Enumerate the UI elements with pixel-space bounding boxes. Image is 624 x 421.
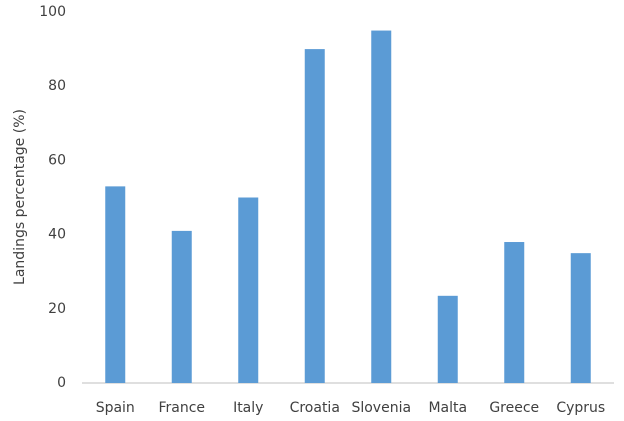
y-tick-label: 20: [48, 301, 66, 317]
x-tick-label: Slovenia: [351, 400, 411, 416]
y-tick-label: 80: [48, 78, 66, 94]
x-tick-label: France: [158, 400, 205, 416]
bar: [238, 197, 259, 383]
x-tick-label: Greece: [489, 400, 539, 416]
bar: [105, 186, 126, 383]
y-tick-label: 40: [48, 227, 66, 243]
bar: [437, 295, 458, 383]
x-tick-label: Croatia: [290, 400, 340, 416]
x-tick-label: Spain: [96, 400, 135, 416]
bar: [304, 49, 325, 383]
bar: [171, 230, 192, 383]
y-tick-label: 60: [48, 152, 66, 168]
bar: [504, 242, 525, 383]
bar: [570, 253, 591, 383]
x-tick-label: Cyprus: [556, 400, 605, 416]
x-tick-label: Malta: [428, 400, 467, 416]
y-tick-label: 0: [57, 375, 66, 391]
bar: [371, 30, 392, 384]
x-tick-label: Italy: [233, 400, 263, 416]
y-tick-label: 100: [39, 4, 66, 20]
y-axis-label: Landings percentage (%): [12, 109, 28, 285]
